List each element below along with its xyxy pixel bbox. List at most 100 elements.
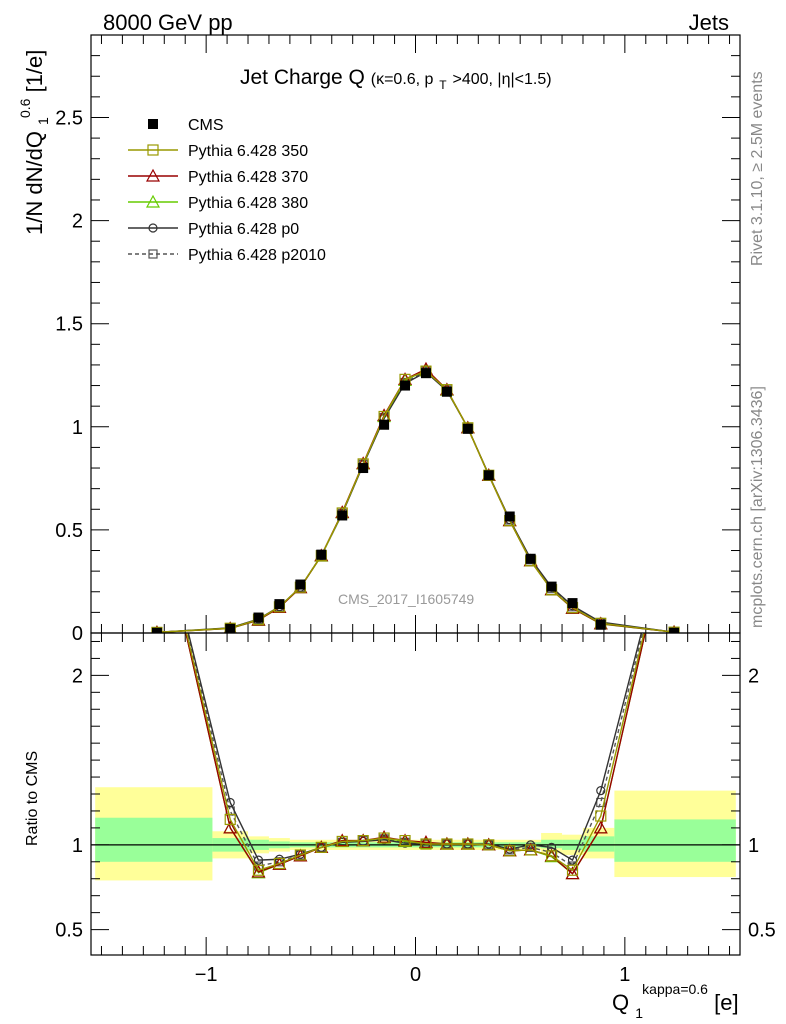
legend-marker xyxy=(145,168,161,182)
legend-marker xyxy=(148,119,158,129)
legend-item: Pythia 6.428 p2010 xyxy=(128,247,326,264)
ratio-pythia-6-428-350 xyxy=(152,501,679,876)
ratio-panel: 0.5 0.5 1 1 2 2 −1 0 1 Ratio to CMS Q 1 kappa=0.… xyxy=(24,500,776,1023)
main-ytick-label: 0.5 xyxy=(55,520,83,542)
ratio-point xyxy=(335,833,350,847)
ratio-ylabel: Ratio to CMS xyxy=(24,751,41,846)
ratio-point xyxy=(504,845,516,857)
x-tick-label: 0 xyxy=(410,964,421,986)
ratio-point xyxy=(252,864,265,876)
main-ylabel-b: [1/e] xyxy=(22,50,47,93)
ratio-ytick-label: 0.5 xyxy=(55,920,83,942)
plot-title-suffix: (κ=0.6, p xyxy=(371,71,434,88)
ratio-point xyxy=(420,838,432,850)
ratio-ytick-label: 1 xyxy=(72,835,83,857)
ratio-point xyxy=(462,838,474,850)
data-point xyxy=(274,599,285,610)
x-axis-label-sup: kappa=0.6 xyxy=(642,981,708,997)
ratio-point xyxy=(153,502,161,510)
ratio-pythia-6-428-370 xyxy=(151,500,680,880)
ratio-point xyxy=(418,835,433,848)
legend-label: Pythia 6.428 350 xyxy=(188,143,308,160)
legend-marker xyxy=(147,144,159,156)
ratio-point xyxy=(224,813,236,826)
data-point xyxy=(669,627,680,633)
ratio-point xyxy=(567,855,578,865)
ratio-point xyxy=(441,838,453,850)
ratio-frame xyxy=(90,632,741,956)
legend-marker xyxy=(145,194,161,208)
plot-title-main: Jet Charge Q xyxy=(240,66,365,89)
ratio-point xyxy=(153,502,161,510)
ratio-point xyxy=(670,502,678,510)
legend-label: Pythia 6.428 370 xyxy=(188,169,308,186)
ratio-point xyxy=(565,866,580,880)
ratio-point xyxy=(668,500,680,511)
ratio-point xyxy=(151,500,163,511)
ratio-point xyxy=(315,841,327,853)
plot-title-sub: T xyxy=(439,78,447,92)
ratio-point xyxy=(251,864,266,878)
data-point xyxy=(358,463,369,474)
main-panel: 0 0.5 1 1.5 2 2.5 CMS_2017_I1605749 Jet Charg… xyxy=(10,34,741,645)
legend-label: Pythia 6.428 p2010 xyxy=(188,247,326,264)
legend-label: Pythia 6.428 p0 xyxy=(188,221,299,238)
series-cms xyxy=(151,368,680,633)
ratio-ytick-label-right: 0.5 xyxy=(748,920,776,942)
ratio-point xyxy=(293,848,308,862)
ratio-point xyxy=(152,501,162,511)
data-point xyxy=(483,470,494,481)
x-tick-label: 1 xyxy=(619,964,630,986)
data-point xyxy=(400,380,411,391)
main-ylabel: 1/N dN/dQ 1 0.6 [1/e] xyxy=(10,50,53,235)
data-point xyxy=(295,579,306,590)
ratio-point xyxy=(294,849,306,861)
x-axis-label: Q 1 kappa=0.6 [e] xyxy=(612,974,739,1023)
main-ytick-label: 2.5 xyxy=(55,107,83,129)
ratio-point xyxy=(357,835,369,847)
analysis-watermark: CMS_2017_I1605749 xyxy=(338,591,474,607)
legend-item: Pythia 6.428 p0 xyxy=(128,221,299,238)
data-point xyxy=(441,386,452,397)
data-point xyxy=(253,612,264,623)
ratio-line xyxy=(185,633,645,872)
data-point xyxy=(546,581,557,592)
main-ytick-label: 1 xyxy=(72,417,83,439)
ratio-point xyxy=(378,832,390,844)
plot-title-tail: >400, |η|<1.5) xyxy=(452,71,551,88)
mcplots-label: mcplots.cern.ch [arXiv:1306.3436] xyxy=(749,386,766,628)
main-ylabel-sup: 0.6 xyxy=(17,98,33,118)
data-point xyxy=(151,627,162,633)
ratio-point xyxy=(593,820,608,834)
legend-marker xyxy=(148,223,158,233)
legend-marker xyxy=(148,249,158,259)
ratio-point xyxy=(316,842,326,852)
ratio-point xyxy=(223,820,238,834)
ratio-point xyxy=(668,500,680,511)
ratio-point xyxy=(399,835,411,847)
band-inner xyxy=(614,819,736,862)
ratio-point xyxy=(595,810,607,822)
main-ytick-label: 0 xyxy=(72,623,83,645)
data-point xyxy=(316,549,327,560)
main-ytick-label: 2 xyxy=(72,211,83,233)
ratio-series xyxy=(151,500,680,880)
ratio-point xyxy=(669,501,679,511)
main-series xyxy=(151,361,680,633)
ratio-ytick-label-right: 2 xyxy=(748,665,759,687)
header-left: 8000 GeV pp xyxy=(103,10,233,35)
data-point xyxy=(225,623,236,633)
legend: CMS Pythia 6.428 350 Pythia 6.428 370 Pythi… xyxy=(128,117,326,264)
ratio-point xyxy=(596,797,606,808)
ratio-point xyxy=(336,835,348,848)
data-point xyxy=(420,368,431,379)
legend-label: CMS xyxy=(188,117,224,134)
main-axis-ticks: 0 0.5 1 1.5 2 2.5 xyxy=(55,34,740,645)
ratio-point xyxy=(566,864,579,876)
x-axis-label-q: Q xyxy=(612,990,629,1015)
data-point xyxy=(462,423,473,434)
ratio-point xyxy=(483,839,495,851)
legend-item: Pythia 6.428 350 xyxy=(128,143,308,160)
main-ylabel-a: 1/N dN/dQ xyxy=(22,131,47,235)
